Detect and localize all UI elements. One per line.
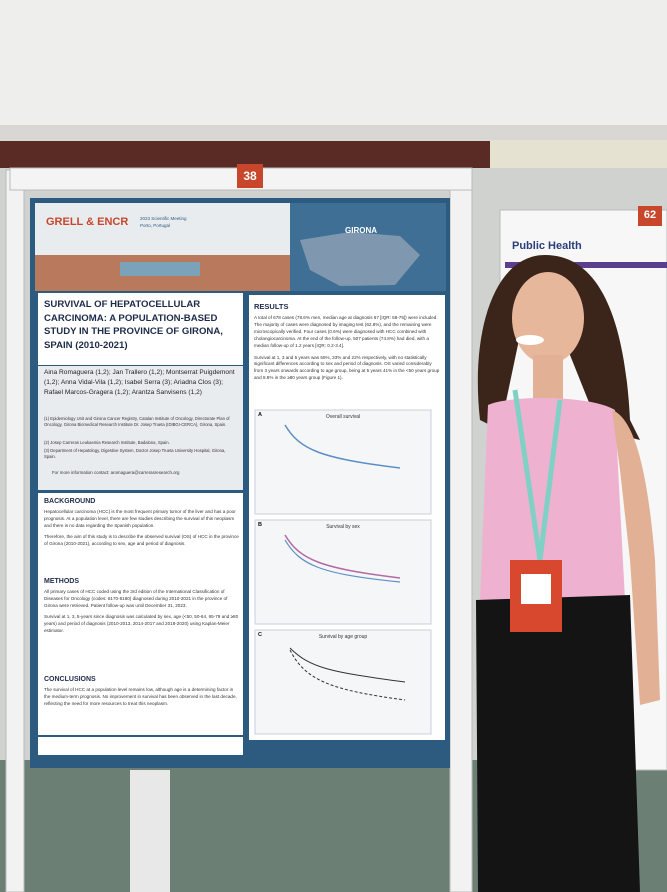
- paragraph: Survival at 1, 3, 5-years since diagnosi…: [44, 614, 239, 633]
- logo-bar: [38, 737, 243, 755]
- affiliation: (2) Josep Carreras Leukaemia Research In…: [44, 440, 170, 445]
- heading: BACKGROUND: [44, 498, 96, 505]
- board-number: 62: [643, 209, 657, 221]
- meeting: 2023 Scientific Meeting: [140, 216, 187, 221]
- side-poster-logo: Public Health: [512, 240, 582, 252]
- map-shape: [300, 232, 420, 286]
- frame-post: [449, 169, 473, 892]
- face: [512, 272, 584, 364]
- curve: [289, 649, 406, 701]
- top: [480, 398, 625, 600]
- author-box: [38, 366, 243, 490]
- heading: METHODS: [44, 578, 79, 585]
- arm: [612, 410, 660, 705]
- river: [120, 262, 200, 276]
- paragraph: Hepatocellular carcinoma (HCC) is the mo…: [44, 509, 236, 528]
- title-box: [38, 293, 243, 365]
- heading: CONCLUSIONS: [44, 676, 96, 683]
- frame-foot: [130, 770, 170, 892]
- paragraph: Survival at 1, 3 and 5 years was 55%, 33…: [254, 354, 440, 381]
- section: METHODS All primary cases of HCC coded us…: [44, 578, 240, 640]
- section: BACKGROUND Hepatocellular carcinoma (HCC)…: [44, 498, 240, 553]
- board-number-badge: [237, 164, 263, 188]
- frame-post: [5, 169, 25, 892]
- curve: [284, 534, 401, 579]
- heading: RESULTS: [254, 302, 289, 311]
- authors: Aina Romaguera (1,2); Jan Trallero (1,2)…: [44, 369, 235, 396]
- board-number-badge: [638, 206, 662, 226]
- figure-title: Overall survival: [325, 414, 361, 420]
- poster-title: SURVIVAL OF HEPATOCELLULAR CARCINOMA: A …: [44, 299, 223, 351]
- figure-title: Survival by age group: [318, 634, 368, 640]
- pants: [476, 595, 640, 892]
- figure-letter: B: [258, 522, 262, 528]
- affiliation: (3) Department of Hepatology, Digestive …: [44, 448, 226, 459]
- section: CONCLUSIONS The survival of HCC at a popu…: [44, 676, 240, 712]
- smile: [516, 335, 544, 345]
- poster-logo: GRELL & ENCR: [46, 216, 129, 228]
- ceiling-edge: [0, 125, 667, 141]
- figure-title: Survival by sex: [326, 524, 360, 530]
- wall: [0, 0, 667, 140]
- neck: [533, 355, 563, 400]
- curve: [284, 424, 401, 469]
- map-label: GIRONA: [345, 226, 377, 235]
- results: RESULTS A total of 678 cases (78.6% men,…: [254, 302, 440, 387]
- figure-box: [254, 409, 432, 515]
- text-box: [38, 493, 243, 735]
- figure-letter: A: [258, 412, 262, 418]
- side-poster-bar: [505, 262, 667, 268]
- paragraph: All primary cases of HCC coded using the…: [44, 589, 228, 608]
- board-number: 38: [243, 169, 257, 183]
- figure-letter: C: [258, 632, 262, 638]
- paragraph: The survival of HCC at a population leve…: [44, 687, 237, 706]
- qr-code: [521, 574, 551, 604]
- figure-box: [254, 519, 432, 625]
- paragraph: Therefore, the aim of this study is to d…: [44, 534, 239, 547]
- contact: For more information contact: aromaguera…: [52, 470, 180, 475]
- curve: [289, 647, 406, 683]
- affiliation: (1) Epidemiology Unit and Girona Cancer …: [44, 416, 230, 427]
- city: Porto, Portugal: [140, 223, 171, 228]
- paragraph: A total of 678 cases (78.6% men, median …: [254, 315, 438, 348]
- curve: [284, 539, 401, 583]
